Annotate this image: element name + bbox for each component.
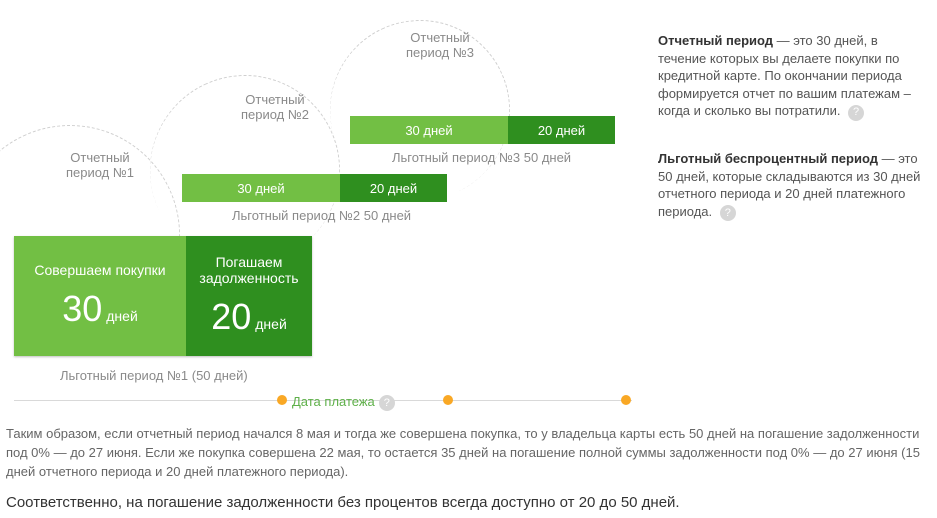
- help-icon[interactable]: ?: [720, 205, 736, 221]
- main-block-left: Совершаем покупки 30дней: [14, 236, 186, 356]
- main-right-value: 20дней: [211, 296, 287, 338]
- sub-label-1: Льготный период №1 (50 дней): [60, 368, 248, 383]
- sub-label-2: Льготный период №2 50 дней: [232, 208, 411, 223]
- arc-label-2: Отчетный период №2: [205, 92, 345, 122]
- help-icon[interactable]: ?: [379, 395, 395, 411]
- right-paragraph-2: Льготный беспроцентный период — это 50 д…: [658, 150, 926, 221]
- marker-2: [443, 395, 453, 405]
- period-bar-2-left: 30 дней: [182, 174, 340, 202]
- period-bar-3-left: 30 дней: [350, 116, 508, 144]
- period-bar-2: 30 дней 20 дней: [182, 174, 447, 202]
- diagram-canvas: Отчетный период №1 Отчетный период №2 От…: [0, 0, 937, 518]
- right-paragraph-1: Отчетный период — это 30 дней, в течение…: [658, 32, 926, 121]
- marker-1: [277, 395, 287, 405]
- main-right-title: Погашаем задолженность: [186, 254, 312, 286]
- main-period-block: Совершаем покупки 30дней Погашаем задолж…: [14, 236, 312, 356]
- main-left-title: Совершаем покупки: [26, 262, 173, 278]
- conclusion-line: Соответственно, на погашение задолженнос…: [6, 494, 926, 511]
- main-block-right: Погашаем задолженность 20дней: [186, 236, 312, 356]
- period-bar-3-right: 20 дней: [508, 116, 615, 144]
- bottom-paragraph: Таким образом, если отчетный период нача…: [6, 425, 926, 482]
- help-icon[interactable]: ?: [848, 105, 864, 121]
- arc-label-3: Отчетный период №3: [370, 30, 510, 60]
- payment-date-label: Дата платежа?: [292, 394, 395, 411]
- period-bar-3: 30 дней 20 дней: [350, 116, 615, 144]
- arc-label-1: Отчетный период №1: [30, 150, 170, 180]
- marker-3: [621, 395, 631, 405]
- sub-label-3: Льготный период №3 50 дней: [392, 150, 571, 165]
- period-bar-2-right: 20 дней: [340, 174, 447, 202]
- main-left-value: 30дней: [62, 288, 138, 330]
